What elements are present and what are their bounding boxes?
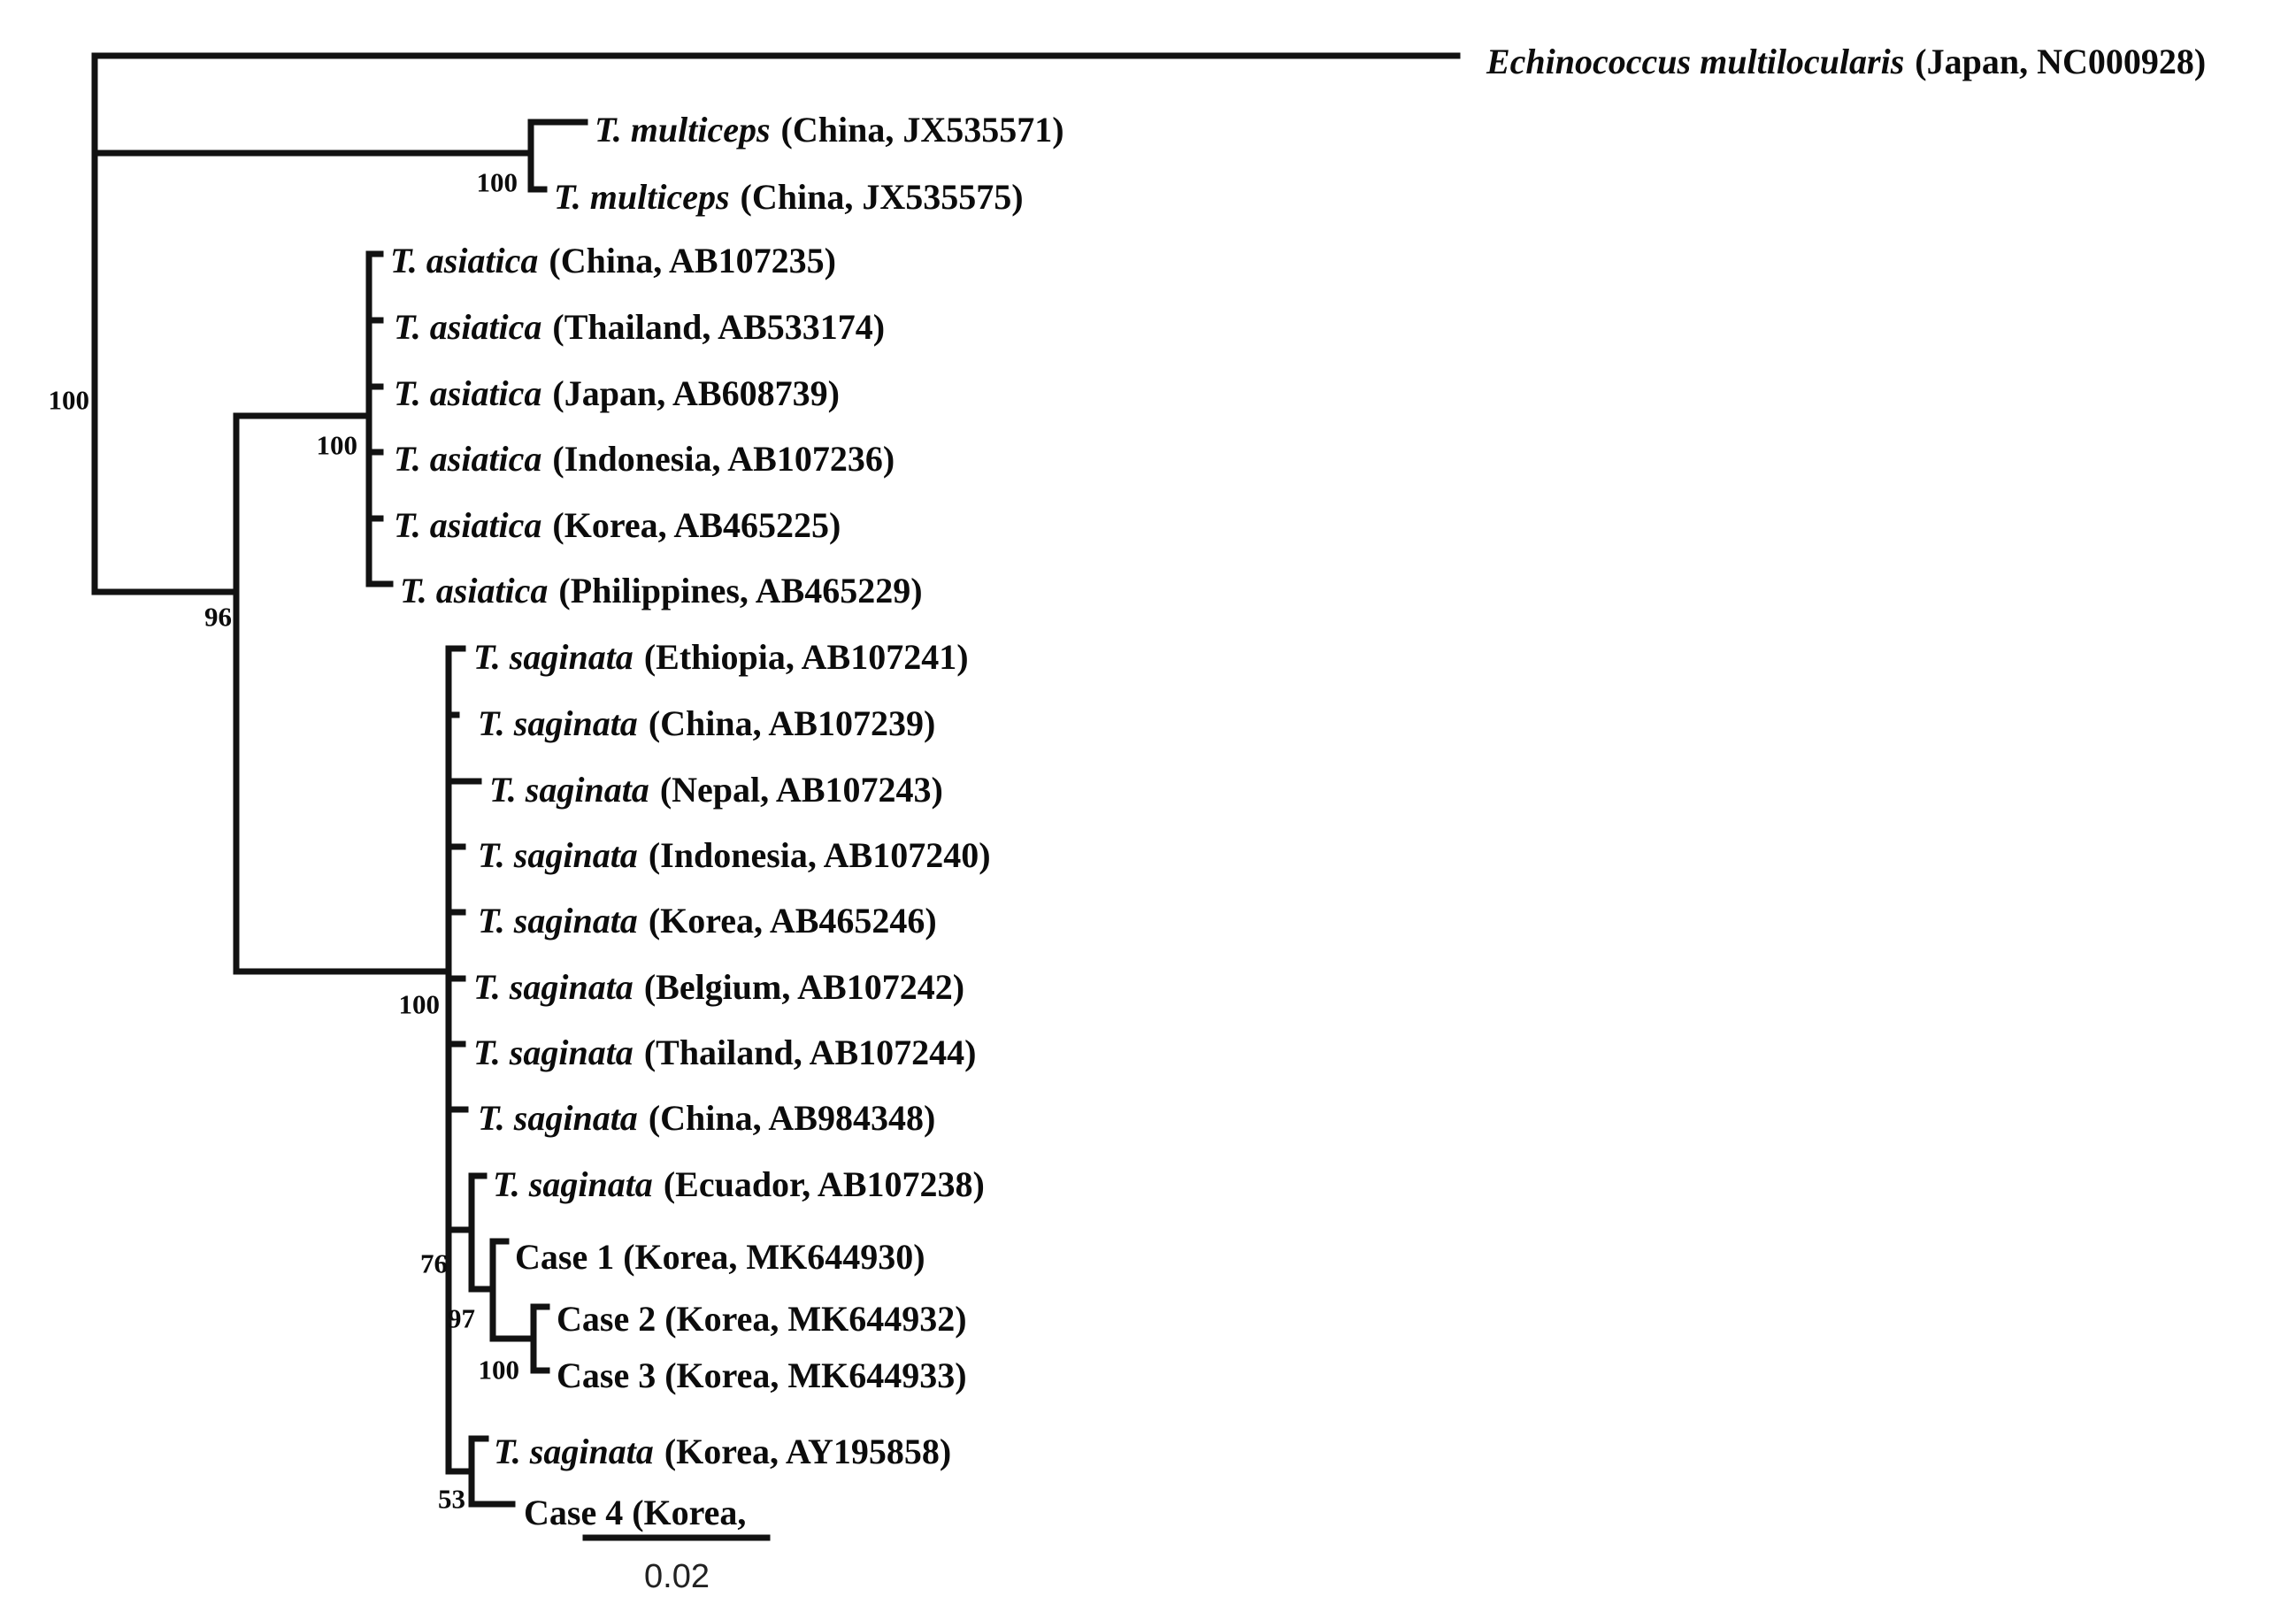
bootstrap-value: 100 — [49, 385, 90, 416]
accession-text: (China, AB107235) — [549, 241, 836, 280]
leaf-label-case-1: Case 1 (Korea, MK644930) — [515, 1237, 925, 1277]
leaf-label: T. multiceps (China, JX535571) — [595, 110, 1064, 150]
leaf-label: T. asiatica (Thailand, AB533174) — [394, 307, 885, 347]
leaf-label: T. saginata (Ecuador, AB107238) — [493, 1164, 985, 1204]
species-name: T. asiatica — [400, 571, 548, 610]
species-name: T. saginata — [489, 770, 649, 810]
species-name: T. saginata — [478, 835, 638, 875]
leaf-label: T. multiceps (China, JX535575) — [554, 177, 1024, 217]
species-name: T. saginata — [473, 1033, 634, 1072]
accession-text: (Indonesia, AB107240) — [649, 835, 991, 875]
case-text: Case 4 (Korea, — [524, 1493, 746, 1532]
accession-text: (Japan, NC000928) — [1915, 42, 2206, 81]
leaf-label-case-3: Case 3 (Korea, MK644933) — [557, 1355, 967, 1395]
leaf-label: T. saginata (Korea, AB465246) — [478, 901, 937, 941]
bootstrap-value: 76 — [420, 1248, 448, 1279]
case-text: Case 1 (Korea, MK644930) — [515, 1237, 925, 1277]
accession-text: (Nepal, AB107243) — [660, 770, 943, 810]
bootstrap-value: 100 — [399, 989, 441, 1020]
bootstrap-value: 100 — [317, 430, 358, 461]
species-name: T. saginata — [493, 1164, 653, 1204]
bootstrap-value: 97 — [448, 1303, 475, 1334]
species-name: T. asiatica — [390, 241, 538, 280]
accession-text: (Korea, AB465246) — [649, 901, 937, 941]
bootstrap-value: 53 — [438, 1484, 465, 1515]
accession-text: (Philippines, AB465229) — [558, 571, 922, 610]
leaf-label-case-4: Case 4 (Korea, — [524, 1493, 746, 1532]
accession-text: (Thailand, AB107244) — [644, 1033, 977, 1072]
species-name: T. asiatica — [394, 439, 541, 479]
leaf-label-outgroup: Echinococcus multilocularis (Japan, NC000… — [1486, 42, 2206, 81]
species-name: T. asiatica — [394, 373, 541, 413]
accession-text: (Thailand, AB533174) — [552, 307, 885, 347]
leaf-label-case-2: Case 2 (Korea, MK644932) — [557, 1299, 967, 1339]
species-name: T. saginata — [478, 703, 638, 743]
accession-text: (Ethiopia, AB107241) — [644, 637, 969, 677]
species-name: T. multiceps — [554, 177, 730, 217]
leaf-label: T. saginata (Nepal, AB107243) — [489, 770, 943, 810]
accession-text: (Korea, AY195858) — [664, 1432, 951, 1471]
species-name: T. asiatica — [394, 505, 541, 545]
tree-branches — [91, 52, 1461, 1508]
species-name: T. saginata — [478, 901, 638, 941]
case-text: Case 3 (Korea, MK644933) — [557, 1355, 967, 1395]
species-name: T. saginata — [494, 1432, 654, 1471]
accession-text: (Indonesia, AB107236) — [552, 439, 895, 479]
accession-text: (Japan, AB608739) — [552, 373, 840, 413]
accession-text: (China, AB107239) — [649, 703, 936, 743]
leaf-label: T. saginata (Thailand, AB107244) — [473, 1033, 976, 1072]
leaf-label: T. asiatica (Korea, AB465225) — [394, 505, 841, 545]
leaf-label: T. saginata (Korea, AY195858) — [494, 1432, 951, 1471]
species-name: T. asiatica — [394, 307, 541, 347]
species-name: T. saginata — [473, 637, 634, 677]
leaf-label: T. saginata (China, AB984348) — [478, 1098, 935, 1138]
leaf-label: T. saginata (Indonesia, AB107240) — [478, 835, 991, 875]
accession-text: (Korea, AB465225) — [552, 505, 841, 545]
leaf-label: T. asiatica (China, AB107235) — [390, 241, 836, 280]
species-name: Echinococcus multilocularis — [1486, 42, 1904, 81]
leaf-label: T. saginata (Belgium, AB107242) — [473, 967, 964, 1007]
leaf-label: T. asiatica (Philippines, AB465229) — [400, 571, 923, 610]
accession-text: (China, JX535571) — [781, 110, 1064, 150]
leaf-label: T. asiatica (Japan, AB608739) — [394, 373, 840, 413]
bootstrap-value: 100 — [477, 167, 518, 198]
leaf-label: T. saginata (China, AB107239) — [478, 703, 935, 743]
bootstrap-value: 100 — [479, 1355, 520, 1386]
species-name: T. saginata — [478, 1098, 638, 1138]
scale-bar-label: 0.02 — [644, 1558, 710, 1595]
species-name: T. multiceps — [595, 110, 771, 150]
case-text: Case 2 (Korea, MK644932) — [557, 1299, 967, 1339]
species-name: T. saginata — [473, 967, 634, 1007]
accession-text: (China, AB984348) — [649, 1098, 936, 1138]
accession-text: (Ecuador, AB107238) — [664, 1164, 985, 1204]
leaf-label: T. asiatica (Indonesia, AB107236) — [394, 439, 895, 479]
accession-text: (China, JX535575) — [741, 177, 1024, 217]
leaf-label: T. saginata (Ethiopia, AB107241) — [473, 637, 969, 677]
accession-text: (Belgium, AB107242) — [644, 967, 964, 1007]
bootstrap-value: 96 — [204, 602, 232, 633]
